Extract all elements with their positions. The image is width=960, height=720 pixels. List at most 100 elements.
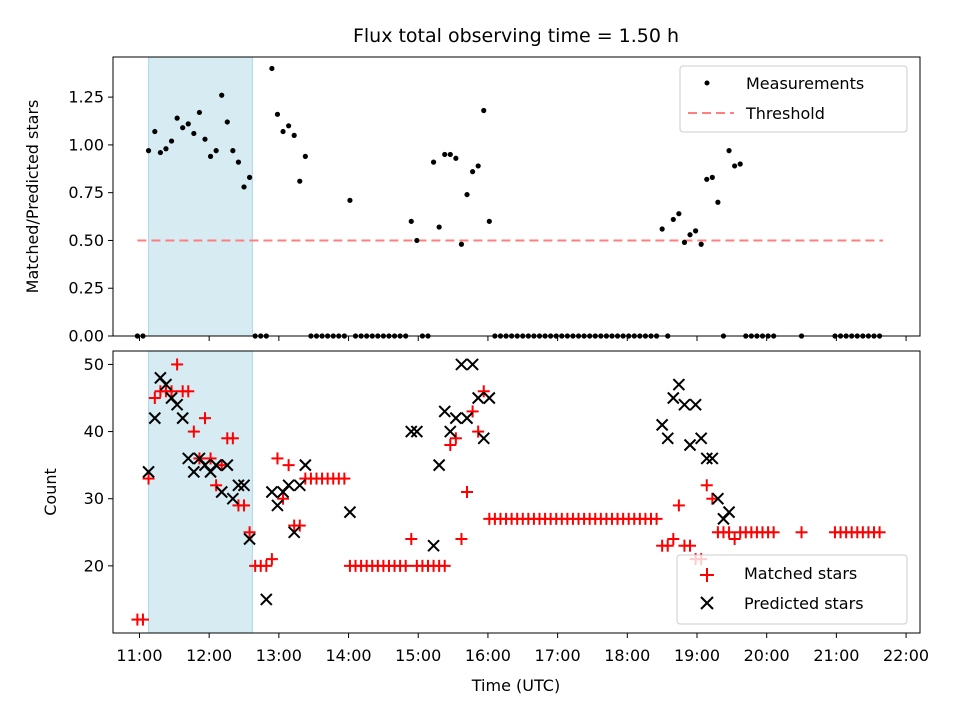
predicted-point [432, 458, 446, 472]
predicted-point [477, 432, 490, 445]
measurement-point [659, 226, 665, 232]
measurement-point [676, 211, 682, 217]
measurement-point [230, 148, 236, 154]
x-tick-label: 12:00 [186, 646, 232, 665]
measurement-point [202, 136, 208, 142]
predicted-point [466, 358, 479, 371]
matched-point [472, 425, 485, 438]
measurement-point [174, 115, 180, 121]
x-tick-label: 16:00 [465, 646, 511, 665]
predicted-point [471, 391, 485, 405]
measurement-point [436, 224, 442, 230]
measurement-point [185, 121, 191, 127]
predicted-point [672, 378, 686, 391]
matched-point [226, 432, 239, 445]
measurement-point [481, 107, 487, 114]
x-tick-label: 22:00 [883, 646, 929, 665]
top-y-axis-label: Matched/Predicted stars [23, 100, 42, 294]
matched-point [148, 392, 161, 404]
matched-point [723, 526, 736, 539]
measurement-point [196, 109, 203, 116]
measurement-point [737, 161, 743, 167]
measurement-point [191, 130, 197, 137]
bottom-legend-box [676, 554, 908, 625]
legend-matched-label: Matched stars [744, 564, 857, 583]
legend-measurements-marker [704, 80, 710, 86]
predicted-point [455, 358, 468, 371]
matched-point [338, 472, 351, 485]
matched-point [215, 459, 228, 472]
measurement-point [475, 163, 481, 169]
measurement-point [213, 148, 219, 154]
predicted-point [343, 505, 357, 519]
predicted-point [689, 398, 702, 411]
predicted-point [410, 425, 424, 438]
matched-point [210, 479, 223, 492]
measurement-point [246, 174, 253, 180]
measurement-point [715, 199, 721, 205]
legend-predicted-label: Predicted stars [744, 594, 864, 613]
matched-point [265, 553, 278, 566]
matched-point [477, 385, 490, 398]
measurement-point [168, 138, 175, 144]
bottom-x-axis: 11:00 12:00 13:00 14:00 15:00 16:00 17:00 18:00… [116, 633, 929, 665]
matched-point [187, 425, 200, 438]
measurement-point [469, 169, 476, 175]
matched-point [873, 526, 886, 539]
predicted-point [243, 532, 256, 546]
matched-point [405, 533, 418, 545]
predicted-point [182, 452, 195, 465]
measurement-point [732, 163, 738, 169]
matched-point [706, 492, 719, 505]
y-tick-label: 0.75 [68, 183, 104, 202]
measurement-point [670, 216, 676, 223]
bottom-y-axis-label: Count [41, 468, 60, 516]
x-tick-label: 13:00 [256, 646, 302, 665]
y-tick-label: 50 [84, 355, 104, 374]
matched-point [650, 512, 663, 525]
measurement-point [726, 148, 732, 154]
y-tick-label: 30 [84, 489, 104, 508]
predicted-point [661, 432, 674, 445]
matched-point [198, 412, 211, 425]
predicted-point [170, 398, 184, 411]
predicted-points [142, 358, 736, 606]
measurement-point [704, 176, 710, 182]
predicted-point [722, 505, 736, 519]
predicted-point [678, 398, 691, 411]
top-x-ticks [138, 336, 907, 341]
top-legend: Measurements Threshold [679, 65, 908, 133]
measurement-point [157, 149, 163, 156]
top-panel: 0.00 0.25 0.50 0.75 1.00 1.25 Matched/Predict… [23, 56, 921, 346]
predicted-point [711, 492, 725, 505]
bottom-legend: Matched stars Predicted stars [676, 554, 908, 625]
matched-point [661, 539, 674, 552]
predicted-point [221, 458, 234, 472]
measurement-point [453, 155, 459, 161]
matched-point [455, 533, 468, 545]
top-y-axis: 0.00 0.25 0.50 0.75 1.00 1.25 [68, 88, 113, 346]
y-tick-label: 1.00 [68, 135, 104, 154]
bottom-observing-span [148, 350, 253, 634]
matched-point [399, 559, 412, 572]
matched-point [767, 526, 780, 539]
x-tick-label: 20:00 [744, 646, 790, 665]
predicted-point [427, 539, 440, 552]
predicted-point [483, 391, 496, 405]
x-axis-label: Time (UTC) [471, 676, 560, 695]
measurement-point [207, 153, 214, 159]
predicted-point [237, 479, 251, 492]
measurement-point [430, 159, 437, 165]
measurement-point [709, 174, 715, 180]
measurement-point [442, 151, 448, 158]
matched-point [136, 613, 149, 626]
y-tick-label: 40 [84, 422, 104, 441]
predicted-point [683, 438, 697, 452]
measurement-point [447, 151, 453, 158]
y-tick-label: 1.25 [68, 88, 104, 107]
measurement-point [269, 65, 275, 72]
predicted-point [265, 485, 279, 499]
predicted-point [655, 418, 669, 432]
matched-point [461, 486, 474, 498]
